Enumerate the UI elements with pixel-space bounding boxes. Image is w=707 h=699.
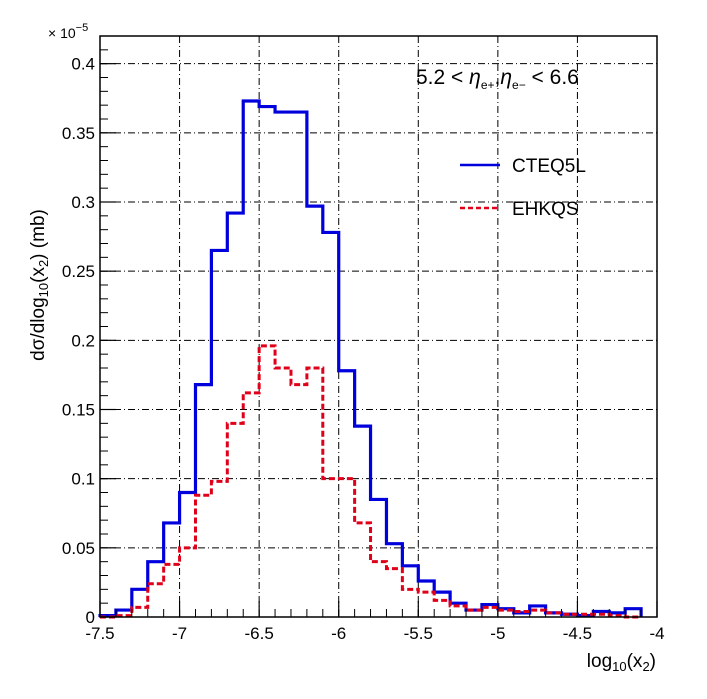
bin-ehkqs (211, 481, 227, 617)
y-tick-label: 0.05 (62, 539, 95, 558)
y-tick-label: 0.15 (62, 401, 95, 420)
tick-labels: -7.5 -7 -6.5 -6 -5.5 -5 -4.5 -4 0 0.05 0.1 0.15 0.2 0… (62, 55, 665, 643)
legend: CTEQ5L EHKQS (460, 156, 586, 220)
bin-ehkqs (434, 600, 450, 617)
bin-ehkqs (386, 569, 402, 617)
bin-ehkqs (164, 564, 180, 617)
series-layer (98, 99, 643, 619)
bin-ehkqs (195, 495, 211, 617)
histogram-step-ehkqs (100, 344, 642, 619)
bin-ehkqs (514, 611, 530, 617)
x-tick-label: -5.5 (404, 624, 433, 643)
bin-ehkqs (323, 479, 339, 617)
y-tick-label: 0.25 (62, 262, 95, 281)
bin-ehkqs (291, 385, 307, 617)
y-tick-label: 0.1 (71, 470, 95, 489)
bin-ehkqs (371, 562, 387, 617)
x-tick-label: -6.5 (244, 624, 273, 643)
y-tick-label: 0.4 (71, 55, 95, 74)
legend-label-ehkqs: EHKQS (512, 199, 579, 220)
bin-ehkqs (132, 607, 148, 617)
x-tick-label: -4.5 (563, 624, 592, 643)
bin-ehkqs (180, 548, 196, 617)
bin-ehkqs (482, 607, 498, 617)
y-tick-label: 0.3 (71, 193, 95, 212)
series-ehkqs (100, 344, 642, 619)
legend-label-cteq5l: CTEQ5L (512, 156, 586, 177)
x-tick-label: -4 (649, 624, 664, 643)
bin-ehkqs (466, 610, 482, 617)
bin-ehkqs (275, 368, 291, 617)
bin-ehkqs (530, 610, 546, 617)
bin-ehkqs (259, 346, 275, 617)
bin-ehkqs (418, 592, 434, 617)
bin-ehkqs (339, 479, 355, 617)
bin-ehkqs (307, 368, 323, 617)
y-axis-title: dσ/dlog10(x2) (mb) (28, 209, 51, 361)
bin-ehkqs (402, 589, 418, 617)
x-tick-label: -7 (172, 624, 187, 643)
bin-ehkqs (355, 523, 371, 617)
x-tick-label: -7.5 (85, 624, 114, 643)
y-tick-label: 0.35 (62, 124, 95, 143)
x-axis-title: log10(x2) (587, 651, 656, 674)
bin-ehkqs (227, 423, 243, 617)
axis-ticks (99, 35, 658, 618)
bin-ehkqs (450, 606, 466, 617)
bin-ehkqs (498, 610, 514, 617)
x-tick-label: -5 (490, 624, 505, 643)
eta-range-annotation: 5.2 < ηe+,ηe− < 6.6 (416, 66, 579, 92)
y-tick-label: 0.2 (71, 331, 95, 350)
bin-ehkqs (243, 393, 259, 617)
y-tick-label: 0 (86, 608, 95, 627)
bin-ehkqs (148, 584, 164, 617)
x-tick-label: -6 (331, 624, 346, 643)
